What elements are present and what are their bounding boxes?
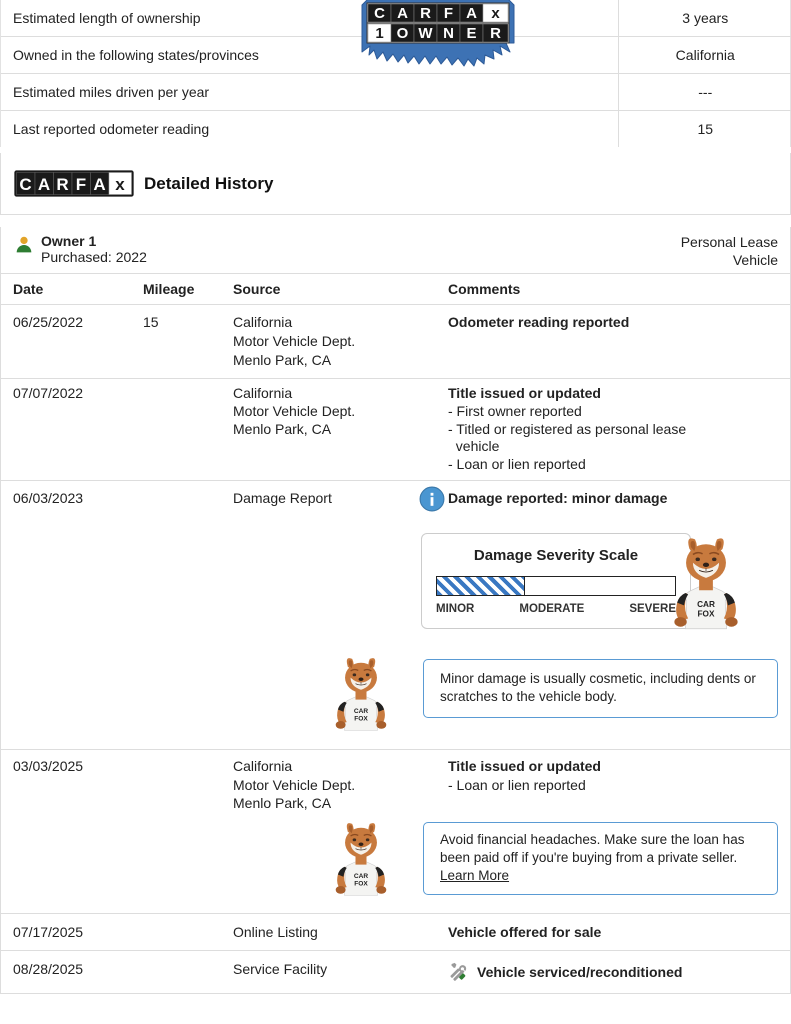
svg-text:R: R (56, 175, 68, 194)
svg-text:A: A (466, 5, 477, 22)
svg-text:A: A (38, 175, 50, 194)
svg-text:C: C (374, 5, 385, 22)
svg-text:N: N (443, 25, 454, 42)
svg-text:1: 1 (375, 25, 383, 42)
svg-text:x: x (491, 5, 500, 22)
svg-text:E: E (466, 25, 476, 42)
svg-text:A: A (93, 175, 105, 194)
svg-text:F: F (76, 175, 86, 194)
svg-text:W: W (418, 25, 433, 42)
svg-text:O: O (397, 25, 409, 42)
svg-text:R: R (490, 25, 501, 42)
svg-text:x: x (115, 175, 125, 194)
svg-text:A: A (397, 5, 408, 22)
svg-text:R: R (420, 5, 431, 22)
svg-text:F: F (444, 5, 453, 22)
svg-text:C: C (19, 175, 31, 194)
